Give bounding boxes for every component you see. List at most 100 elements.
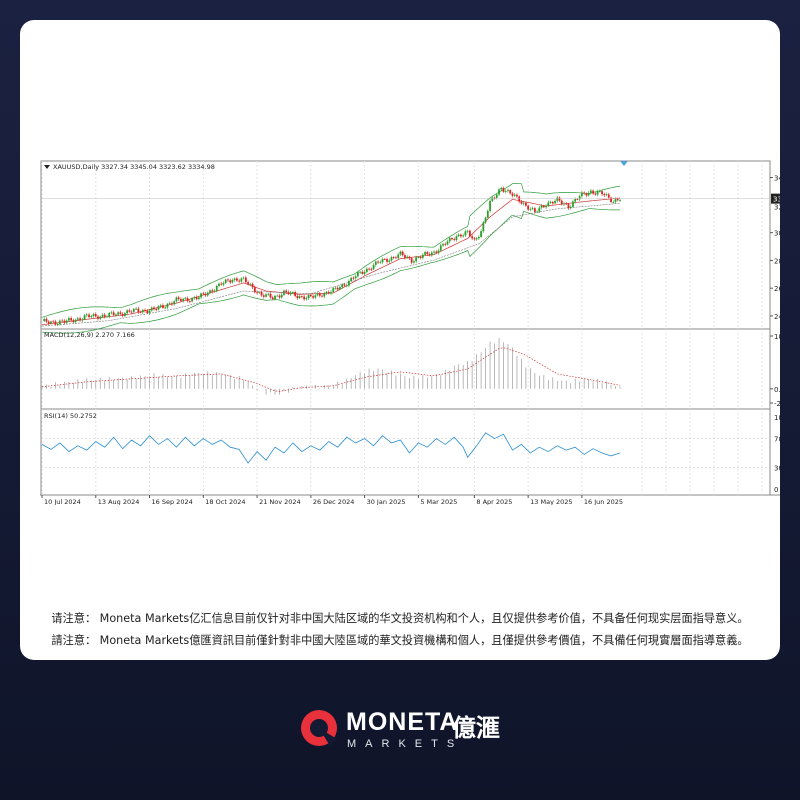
candle-body xyxy=(578,196,581,200)
candle-body xyxy=(395,257,397,259)
candle-body xyxy=(565,203,568,205)
candle-body xyxy=(480,231,483,237)
date-tick-label: 16 Sep 2024 xyxy=(152,498,193,505)
candle-body xyxy=(464,231,467,236)
date-tick-label: 13 Aug 2024 xyxy=(98,498,140,505)
candle-body xyxy=(130,311,133,313)
candle-body xyxy=(265,294,267,297)
candle-body xyxy=(119,312,122,314)
brand-name: MONETA xyxy=(346,708,459,736)
disclaimer-traditional: 請注意： Moneta Markets億匯資訊目前僅針對非中國大陸區域的華文投資… xyxy=(51,634,749,647)
candle-body xyxy=(466,230,469,232)
candle-body xyxy=(531,208,534,210)
candle-body xyxy=(421,254,424,258)
candle-body xyxy=(352,277,355,279)
candle-body xyxy=(144,309,146,311)
candle-body xyxy=(596,191,599,195)
candle-body xyxy=(157,306,160,310)
candle-body xyxy=(314,295,317,298)
candle-body xyxy=(417,256,420,258)
candle-body xyxy=(460,234,462,237)
candle-body xyxy=(491,197,494,201)
candle-body xyxy=(612,201,615,203)
candle-body xyxy=(495,194,498,198)
candle-body xyxy=(569,206,572,209)
candle-body xyxy=(56,324,59,325)
rsi-tick-label: 30 xyxy=(774,464,780,472)
symbol-header: XAUUSD,Daily 3327.34 3345.04 3323.62 333… xyxy=(53,163,215,171)
candle-body xyxy=(74,319,77,323)
candle-body xyxy=(211,290,214,292)
candle-body xyxy=(336,287,339,290)
candle-body xyxy=(453,239,456,240)
candle-body xyxy=(486,210,489,218)
candle-body xyxy=(215,285,218,291)
candle-body xyxy=(79,318,81,321)
candle-body xyxy=(522,202,525,204)
candle-body xyxy=(540,205,543,208)
candle-body xyxy=(285,290,288,293)
candle-body xyxy=(123,313,126,316)
candle-body xyxy=(103,314,106,317)
candle-body xyxy=(90,315,93,317)
price-tick-label: 3082.40 xyxy=(774,230,780,238)
candle-body xyxy=(200,293,202,298)
candle-body xyxy=(168,303,171,305)
candle-body xyxy=(309,295,312,297)
candle-body xyxy=(150,307,153,311)
candle-body xyxy=(468,230,471,237)
candle-body xyxy=(287,292,290,295)
price-tick-label: 2465.00 xyxy=(774,313,780,321)
candle-body xyxy=(399,251,402,255)
current-price-label: 3334.98 xyxy=(773,196,780,204)
candle-body xyxy=(191,298,194,302)
candle-body xyxy=(258,292,261,293)
candle-body xyxy=(115,314,117,316)
candle-body xyxy=(442,243,444,246)
candle-body xyxy=(186,298,189,302)
candle-body xyxy=(137,308,140,312)
candle-body xyxy=(502,187,505,192)
date-tick-label: 18 Oct 2024 xyxy=(205,498,245,505)
content-card: 3491.90 3082.40 2876.60 2670.80 2465.00 3334.… xyxy=(20,20,780,660)
candle-body xyxy=(164,307,167,309)
candle-body xyxy=(126,310,129,314)
bollinger-upper xyxy=(41,183,621,318)
candle-body xyxy=(484,217,487,223)
macd-tick-label: -28.533 xyxy=(774,400,780,408)
candle-body xyxy=(592,190,595,194)
chart-frame xyxy=(40,160,771,496)
candle-body xyxy=(81,319,84,321)
candle-body xyxy=(332,288,335,292)
candle-body xyxy=(260,292,263,296)
candle-body xyxy=(112,312,115,316)
candle-body xyxy=(159,305,162,307)
candle-body xyxy=(65,320,68,323)
candle-body xyxy=(404,255,406,258)
candle-body xyxy=(83,315,86,320)
candle-body xyxy=(233,278,236,280)
candle-body xyxy=(341,284,344,288)
moving-average-slow xyxy=(41,203,621,327)
candle-body xyxy=(88,314,90,317)
candle-body xyxy=(141,309,144,313)
candle-body xyxy=(146,310,149,313)
candle-body xyxy=(477,236,480,239)
candle-body xyxy=(197,297,200,300)
candle-body xyxy=(278,295,281,298)
candle-body xyxy=(52,321,55,323)
candle-body xyxy=(70,318,73,321)
candle-body xyxy=(433,251,435,253)
dropdown-arrow-icon xyxy=(44,165,50,169)
candle-body xyxy=(462,235,465,237)
candle-body xyxy=(511,193,514,196)
candle-body xyxy=(437,250,440,253)
date-tick-label: 13 May 2025 xyxy=(530,498,572,505)
candle-body xyxy=(193,297,196,299)
candle-body xyxy=(361,271,364,274)
candle-body xyxy=(587,192,590,196)
candle-body xyxy=(560,200,563,205)
candle-body xyxy=(509,190,512,194)
candle-body xyxy=(551,201,554,204)
candle-body xyxy=(412,261,415,263)
